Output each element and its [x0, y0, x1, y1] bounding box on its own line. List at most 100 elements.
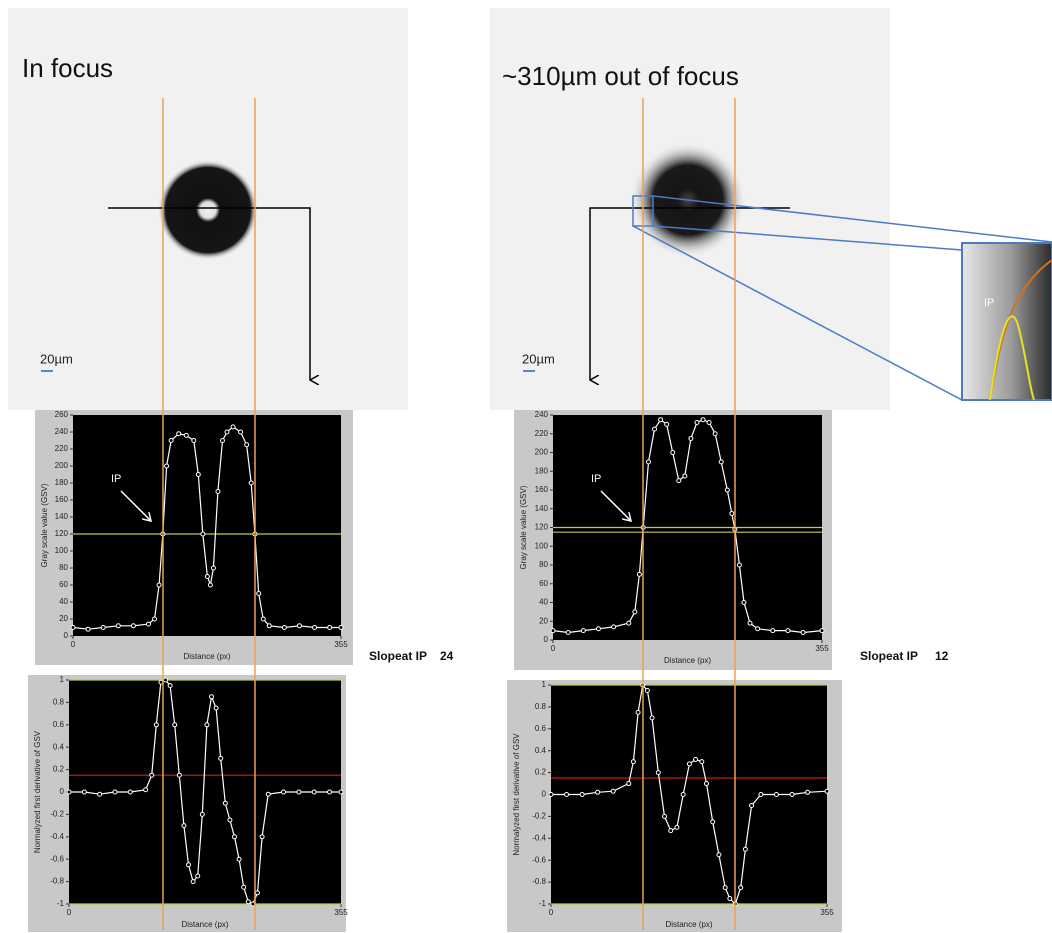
y-tick-label: -0.6 — [50, 854, 64, 863]
y-tick-label: 0 — [542, 790, 547, 799]
data-point — [674, 824, 680, 830]
data-point — [747, 620, 753, 626]
y-tick-label: 0 — [60, 787, 65, 796]
data-point — [152, 616, 158, 622]
y-axis-label: Gray scale value (GSV) — [519, 485, 528, 569]
y-tick-label: 80 — [59, 563, 68, 572]
data-point — [626, 781, 632, 787]
data-point — [230, 424, 236, 430]
data-point — [664, 421, 670, 427]
zoom-line — [632, 225, 963, 401]
data-point — [248, 480, 254, 486]
y-tick-label: 0 — [544, 635, 549, 644]
data-point — [682, 473, 688, 479]
slope-value: 12 — [935, 649, 949, 663]
data-point — [200, 531, 206, 537]
x-tick-label: 355 — [334, 908, 348, 917]
data-point — [191, 438, 197, 443]
data-point — [312, 625, 318, 630]
data-point — [115, 623, 121, 629]
data-point — [213, 705, 219, 711]
data-point — [199, 811, 205, 817]
zoom-line — [652, 195, 1052, 243]
x-axis-label: Distance (px) — [664, 656, 711, 665]
data-point — [727, 896, 733, 902]
y-tick-label: 180 — [535, 466, 549, 475]
data-point — [718, 459, 724, 465]
data-point — [805, 789, 811, 795]
scale-label: 20µm — [40, 351, 73, 366]
data-point — [186, 862, 192, 868]
y-tick-label: 160 — [55, 495, 69, 504]
data-point — [176, 772, 182, 778]
image-title: ~310µm out of focus — [502, 61, 739, 91]
data-point — [245, 899, 251, 905]
data-point — [219, 438, 225, 443]
data-point — [595, 626, 601, 632]
y-tick-label: -0.2 — [532, 812, 546, 821]
data-point — [227, 817, 233, 823]
y-axis-label: Normalyzed first derivative of GSV — [33, 730, 42, 853]
data-point — [195, 873, 201, 879]
data-point — [281, 789, 287, 795]
image-title: In focus — [22, 53, 113, 83]
y-tick-label: 200 — [535, 448, 549, 457]
data-point — [238, 429, 244, 435]
data-point — [265, 791, 271, 797]
y-tick-label: 40 — [59, 597, 68, 606]
data-point — [655, 770, 661, 776]
data-point — [190, 879, 196, 885]
data-point — [163, 677, 169, 683]
data-point — [281, 625, 287, 630]
y-tick-label: 60 — [59, 580, 68, 589]
data-point — [710, 819, 716, 825]
y-tick-label: 0.8 — [535, 702, 547, 711]
data-point — [327, 625, 333, 630]
data-point — [260, 616, 266, 622]
x-axis-label: Distance (px) — [183, 652, 230, 661]
y-tick-label: 20 — [539, 616, 548, 625]
data-point — [626, 620, 632, 626]
data-point — [231, 834, 237, 840]
data-point — [244, 442, 250, 448]
y-tick-label: -0.4 — [50, 832, 64, 841]
data-point — [81, 789, 87, 795]
data-point — [680, 792, 686, 797]
data-point — [259, 834, 265, 840]
data-point — [670, 450, 676, 455]
data-point — [168, 438, 174, 443]
slope-label: Slopeat IP — [860, 649, 918, 663]
data-point — [703, 781, 709, 787]
data-point — [195, 472, 201, 477]
y-tick-label: -0.8 — [532, 877, 546, 886]
data-point — [773, 792, 779, 797]
y-tick-label: 60 — [539, 579, 548, 588]
data-point — [800, 630, 806, 635]
y-tick-label: -1 — [57, 899, 65, 908]
x-tick-label: 0 — [71, 640, 76, 649]
data-point — [112, 789, 118, 795]
y-tick-label: 220 — [535, 429, 549, 438]
data-point — [70, 625, 76, 630]
y-tick-label: 240 — [55, 427, 69, 436]
data-point — [66, 789, 72, 795]
y-tick-label: 0 — [64, 631, 69, 640]
data-point — [266, 623, 272, 629]
data-point — [167, 683, 173, 689]
profile-path — [590, 207, 790, 380]
data-point — [724, 487, 730, 493]
data-point — [210, 565, 216, 571]
y-tick-label: 260 — [55, 410, 69, 419]
data-point — [636, 571, 642, 577]
data-point — [100, 625, 106, 630]
y-tick-label: 20 — [59, 614, 68, 623]
y-tick-label: 1 — [60, 675, 65, 684]
data-point — [668, 828, 674, 834]
zoom-label: IP — [984, 297, 994, 309]
data-point — [738, 885, 744, 891]
data-point — [785, 628, 791, 634]
data-point — [296, 623, 302, 629]
x-tick-label: 355 — [820, 908, 834, 917]
data-point — [222, 800, 228, 806]
